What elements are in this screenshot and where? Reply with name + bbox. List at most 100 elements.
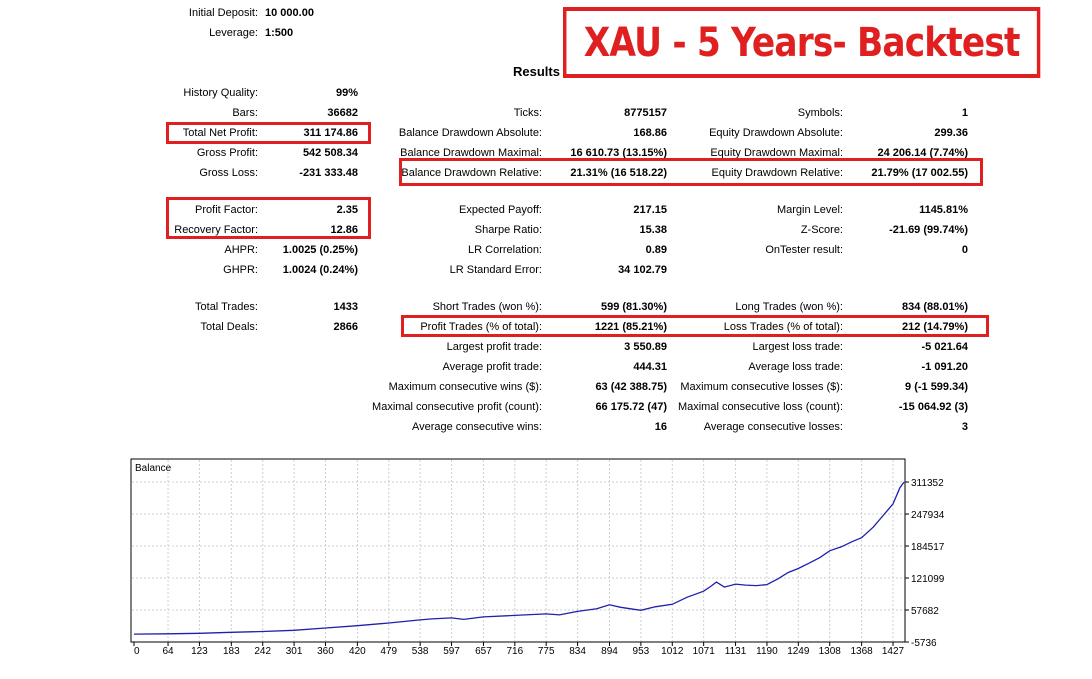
col3-value-10: -1 091.20 xyxy=(921,361,968,373)
y-tick-label: 121099 xyxy=(911,574,945,585)
col2-value-7: 34 102.79 xyxy=(618,264,667,276)
col3-label-6: OnTester result: xyxy=(765,244,843,256)
col2-label-3: Balance Drawdown Relative: xyxy=(401,167,542,179)
highlight-profit-loss-trades xyxy=(401,315,989,337)
x-tick-label: 1427 xyxy=(882,646,905,657)
col3-value-6: 0 xyxy=(961,244,968,256)
y-tick-label: 184517 xyxy=(911,542,945,553)
col1-label-8: GHPR: xyxy=(223,264,258,276)
results-title: Results xyxy=(513,64,560,79)
col1-label-1: Bars: xyxy=(232,107,258,119)
col2-value-13: 66 175.72 (47) xyxy=(595,401,667,413)
y-tick-label: -5736 xyxy=(911,638,937,649)
x-tick-label: 123 xyxy=(191,646,208,657)
col3-value-0: 1 xyxy=(961,107,968,119)
col1-label-5: Profit Factor: xyxy=(195,204,258,216)
col2-value-2: 16 610.73 (13.15%) xyxy=(570,147,667,159)
col1-value-7: 1.0025 (0.25%) xyxy=(282,244,358,256)
chart-title: Balance xyxy=(135,463,172,474)
col2-label-8: Short Trades (won %): xyxy=(432,301,542,313)
x-tick-label: 183 xyxy=(223,646,240,657)
col2-value-14: 16 xyxy=(654,421,667,433)
x-tick-label: 1190 xyxy=(756,646,778,657)
x-tick-label: 420 xyxy=(349,646,366,657)
highlight-drawdown-relative xyxy=(399,158,983,186)
header-value-0: 10 000.00 xyxy=(265,7,314,19)
col3-label-2: Equity Drawdown Maximal: xyxy=(710,147,843,159)
col2-value-3: 21.31% (16 518.22) xyxy=(570,167,667,179)
col2-label-13: Maximal consecutive profit (count): xyxy=(372,401,542,413)
x-tick-label: 834 xyxy=(569,646,586,657)
banner-title: XAU - 5 Years- Backtest xyxy=(563,7,1041,78)
col1-label-6: Recovery Factor: xyxy=(174,224,258,236)
col2-label-0: Ticks: xyxy=(513,107,542,119)
col3-value-12: -15 064.92 (3) xyxy=(898,401,968,413)
chart-grid xyxy=(132,460,904,641)
x-tick-label: 1368 xyxy=(850,646,873,657)
col3-label-1: Equity Drawdown Absolute: xyxy=(709,127,843,139)
x-axis-ticks: 0 64 123 183 242 301 360 420 479 538 597 657 716 775 8… xyxy=(133,642,905,657)
y-tick-label: 57682 xyxy=(911,606,939,617)
col3-label-4: Margin Level: xyxy=(776,204,843,216)
col2-value-11: 444.31 xyxy=(633,361,667,373)
x-tick-label: 1012 xyxy=(661,646,684,657)
col1-label-9: Total Trades: xyxy=(195,301,258,313)
col2-value-8: 599 (81.30%) xyxy=(600,301,667,313)
x-tick-label: 716 xyxy=(506,646,523,657)
col1-label-10: Total Deals: xyxy=(200,321,258,333)
y-tick-label: 311352 xyxy=(911,478,944,489)
col2-label-2: Balance Drawdown Maximal: xyxy=(400,147,542,159)
col3-label-3: Equity Drawdown Relative: xyxy=(711,167,843,179)
highlight-profit-recovery-factor xyxy=(166,197,371,239)
col1-label-2: Total Net Profit: xyxy=(182,127,258,139)
highlight-total-net-profit xyxy=(166,122,371,144)
col1-value-4: -231 333.48 xyxy=(299,167,358,179)
col3-label-10: Average loss trade: xyxy=(748,361,843,373)
col3-value-8: 212 (14.79%) xyxy=(901,321,968,333)
col1-value-6: 12.86 xyxy=(330,224,358,236)
x-tick-label: 1249 xyxy=(787,646,810,657)
col1-value-9: 1433 xyxy=(333,301,358,313)
col2-value-0: 8775157 xyxy=(624,107,667,119)
col1-value-5: 2.35 xyxy=(336,204,358,216)
col3-value-5: -21.69 (99.74%) xyxy=(889,224,968,236)
x-tick-label: 953 xyxy=(633,646,650,657)
col1-value-2: 311 174.86 xyxy=(303,127,358,139)
x-tick-label: 301 xyxy=(286,646,303,657)
col1-value-0: 99% xyxy=(335,87,358,99)
header-value-1: 1:500 xyxy=(265,27,294,39)
col3-value-4: 1145.81% xyxy=(919,204,968,216)
col3-value-1: 299.36 xyxy=(934,127,968,139)
col3-label-0: Symbols: xyxy=(797,107,843,119)
x-tick-label: 360 xyxy=(317,646,334,657)
col3-label-9: Largest loss trade: xyxy=(752,341,844,353)
col1-label-3: Gross Profit: xyxy=(196,147,258,159)
header-label-0: Initial Deposit: xyxy=(188,7,258,19)
x-tick-label: 64 xyxy=(162,646,174,657)
col3-value-11: 9 (-1 599.34) xyxy=(905,381,968,393)
col2-value-9: 1221 (85.21%) xyxy=(594,321,667,333)
col1-label-0: History Quality: xyxy=(183,87,258,99)
col2-label-1: Balance Drawdown Absolute: xyxy=(398,127,542,139)
col2-value-1: 168.86 xyxy=(633,127,667,139)
col2-label-7: LR Standard Error: xyxy=(449,264,542,276)
x-tick-label: 597 xyxy=(443,646,460,657)
col2-label-6: LR Correlation: xyxy=(468,244,542,256)
col1-label-7: AHPR: xyxy=(224,244,258,256)
col2-value-6: 0.89 xyxy=(645,244,667,256)
col3-value-9: -5 021.64 xyxy=(921,341,968,353)
y-axis-ticks: 311352 247934 184517 121099 57682 -5736 xyxy=(905,478,945,649)
col3-label-11: Maximum consecutive losses ($): xyxy=(680,381,843,393)
col3-label-8: Loss Trades (% of total): xyxy=(723,321,843,333)
x-tick-label: 1131 xyxy=(725,646,747,657)
x-tick-label: 479 xyxy=(380,646,397,657)
col1-value-1: 36682 xyxy=(327,107,358,119)
x-tick-label: 1308 xyxy=(819,646,842,657)
col2-label-11: Average profit trade: xyxy=(442,361,542,373)
y-tick-label: 247934 xyxy=(911,510,945,521)
col3-label-7: Long Trades (won %): xyxy=(735,301,843,313)
x-tick-label: 657 xyxy=(475,646,492,657)
col3-value-3: 21.79% (17 002.55) xyxy=(871,167,968,179)
col2-value-5: 15.38 xyxy=(639,224,667,236)
